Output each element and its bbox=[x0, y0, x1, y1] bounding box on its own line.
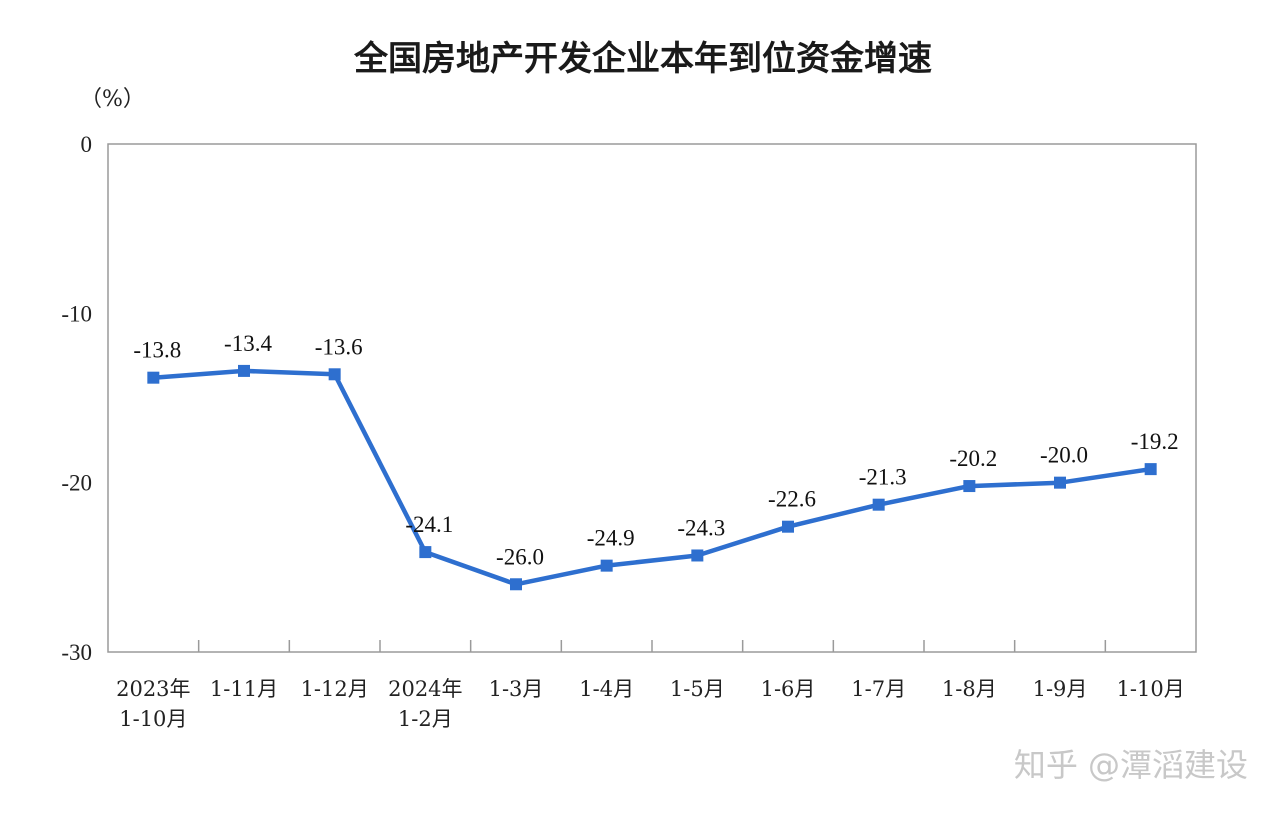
data-label: -13.4 bbox=[224, 331, 272, 356]
data-point bbox=[328, 368, 341, 381]
x-axis-labels: 2023年 1-10月 1-11月 1-12月 2024年 1-2月 1-3月 1-4月 1-5… bbox=[116, 677, 1185, 731]
data-label: -20.2 bbox=[949, 446, 997, 471]
data-point bbox=[782, 520, 794, 533]
x-category-label: 1-12月 bbox=[301, 677, 369, 701]
data-label: -21.3 bbox=[859, 465, 907, 490]
data-label: -24.1 bbox=[405, 512, 453, 537]
x-category-label: 1-10月 bbox=[119, 707, 187, 731]
data-point bbox=[510, 578, 522, 591]
y-tick-label: -20 bbox=[61, 471, 92, 496]
x-category-label: 1-7月 bbox=[851, 677, 906, 701]
x-category-label: 1-4月 bbox=[579, 677, 634, 701]
data-label: -24.3 bbox=[677, 515, 725, 540]
x-axis-ticks bbox=[197, 640, 1107, 652]
x-category-label: 1-3月 bbox=[489, 677, 544, 701]
data-point bbox=[963, 480, 976, 493]
y-tick-label: -10 bbox=[61, 301, 92, 326]
data-point bbox=[872, 498, 885, 511]
x-category-label: 1-8月 bbox=[942, 677, 997, 701]
data-point bbox=[691, 549, 704, 562]
watermark: 知乎 @潭滔建设 bbox=[1014, 746, 1248, 784]
y-unit-label: （%） bbox=[80, 87, 145, 112]
data-point bbox=[600, 559, 613, 572]
y-tick-label: 0 bbox=[81, 132, 93, 157]
data-label: -22.6 bbox=[768, 487, 816, 512]
x-category-label: 2023年 bbox=[116, 677, 190, 701]
data-label: -26.0 bbox=[496, 544, 544, 569]
series-markers bbox=[147, 364, 1157, 591]
x-category-label: 1-5月 bbox=[670, 677, 725, 701]
data-point bbox=[147, 371, 160, 384]
y-tick-label: -30 bbox=[61, 640, 92, 665]
data-label: -24.9 bbox=[587, 526, 635, 551]
x-category-label: 1-10月 bbox=[1117, 677, 1185, 701]
x-category-label: 1-2月 bbox=[398, 707, 453, 731]
data-label: -13.8 bbox=[133, 338, 181, 363]
x-category-label: 2024年 bbox=[388, 677, 462, 701]
data-point bbox=[238, 364, 250, 377]
data-point bbox=[1054, 476, 1066, 489]
data-label: -13.6 bbox=[315, 334, 363, 359]
x-category-label: 1-11月 bbox=[210, 677, 278, 701]
chart-title: 全国房地产开发企业本年到位资金增速 bbox=[353, 39, 932, 79]
data-label: -20.0 bbox=[1040, 443, 1088, 468]
plot-frame bbox=[107, 143, 1197, 653]
x-category-label: 1-9月 bbox=[1033, 677, 1088, 701]
series-line bbox=[153, 368, 1152, 587]
data-labels: -13.8 -13.4 -13.6 -24.1 -26.0 -24.9 -24.3 -22.6… bbox=[133, 331, 1178, 569]
data-point bbox=[419, 546, 432, 559]
data-point bbox=[1144, 463, 1157, 476]
x-category-label: 1-6月 bbox=[761, 677, 816, 701]
data-label: -19.2 bbox=[1131, 429, 1179, 454]
y-axis-ticks: 0 -10 -20 -30 bbox=[61, 132, 92, 665]
